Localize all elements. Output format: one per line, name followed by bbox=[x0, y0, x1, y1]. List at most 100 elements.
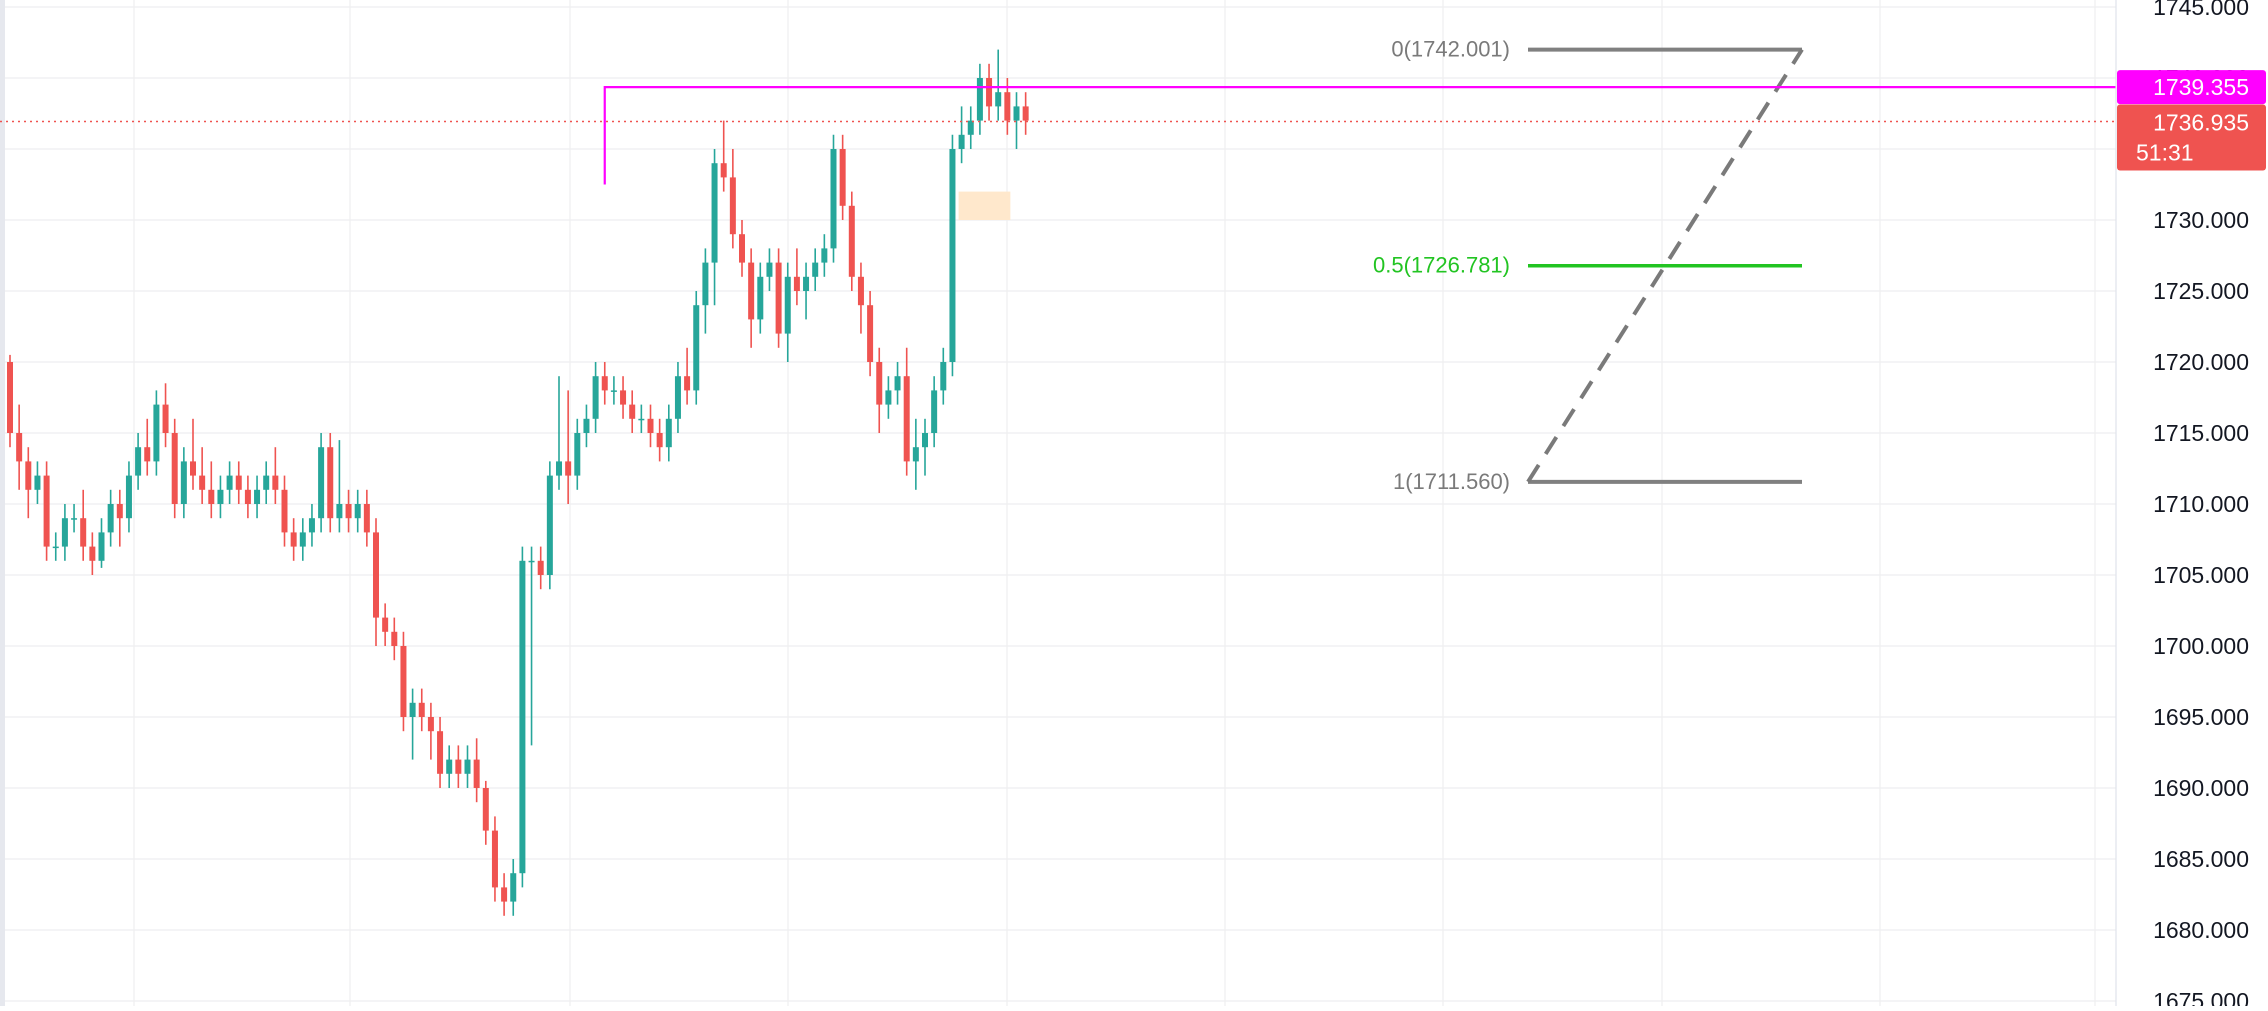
candle[interactable] bbox=[455, 745, 462, 788]
candle[interactable] bbox=[583, 404, 590, 448]
candle[interactable] bbox=[766, 248, 773, 291]
candle[interactable] bbox=[775, 248, 782, 348]
candle[interactable] bbox=[107, 489, 114, 547]
candle[interactable] bbox=[501, 873, 508, 916]
candle[interactable] bbox=[354, 489, 361, 533]
candle[interactable] bbox=[116, 489, 123, 547]
candles[interactable] bbox=[7, 49, 1029, 916]
candle[interactable] bbox=[281, 475, 288, 547]
candle[interactable] bbox=[437, 717, 444, 788]
candle[interactable] bbox=[720, 120, 727, 192]
candle[interactable] bbox=[208, 461, 215, 519]
candle[interactable] bbox=[839, 134, 846, 220]
candle[interactable] bbox=[848, 191, 855, 291]
candle[interactable] bbox=[601, 362, 608, 405]
candle[interactable] bbox=[922, 418, 928, 476]
candle[interactable] bbox=[565, 390, 572, 504]
candle[interactable] bbox=[803, 262, 810, 320]
candle[interactable] bbox=[272, 447, 279, 504]
candle[interactable] bbox=[537, 546, 544, 590]
candle[interactable] bbox=[446, 745, 453, 788]
candle[interactable] bbox=[336, 440, 343, 533]
candle[interactable] bbox=[1013, 92, 1020, 149]
candle[interactable] bbox=[199, 447, 206, 504]
candle[interactable] bbox=[400, 631, 407, 732]
candle[interactable] bbox=[34, 461, 41, 504]
price-axis[interactable]: 1675.000 1680.000 1685.000 1690.000 1695.000… bbox=[2115, 0, 2268, 1011]
candle[interactable] bbox=[867, 291, 874, 377]
candle[interactable] bbox=[665, 404, 672, 462]
fib-trend-line[interactable] bbox=[1526, 48, 1804, 483]
candle[interactable] bbox=[43, 461, 50, 561]
candle[interactable] bbox=[217, 475, 224, 519]
candle[interactable] bbox=[629, 390, 636, 433]
candle[interactable] bbox=[427, 702, 434, 760]
candle[interactable] bbox=[16, 404, 23, 490]
candle[interactable] bbox=[729, 149, 736, 249]
candle[interactable] bbox=[71, 504, 78, 533]
candle[interactable] bbox=[345, 489, 352, 533]
candle[interactable] bbox=[592, 362, 599, 433]
candle[interactable] bbox=[25, 447, 32, 519]
candle[interactable] bbox=[135, 433, 142, 490]
candle[interactable] bbox=[510, 859, 517, 916]
candle[interactable] bbox=[757, 262, 764, 334]
candle[interactable] bbox=[986, 63, 993, 121]
candle[interactable] bbox=[327, 433, 334, 533]
fibonacci-retracement[interactable]: 0(1742.001) 0.5(1726.781) 1(1711.560) bbox=[1373, 37, 1804, 494]
current-price-label[interactable]: 1736.935 51:31 bbox=[2117, 104, 2266, 171]
candle[interactable] bbox=[52, 532, 59, 561]
candle[interactable] bbox=[556, 376, 562, 490]
candle[interactable] bbox=[144, 418, 151, 476]
candle[interactable] bbox=[940, 347, 947, 405]
candle[interactable] bbox=[702, 248, 709, 334]
candle[interactable] bbox=[308, 504, 315, 547]
candle[interactable] bbox=[153, 390, 160, 476]
candle[interactable] bbox=[903, 347, 910, 476]
candle[interactable] bbox=[739, 220, 745, 277]
candle[interactable] bbox=[647, 404, 654, 448]
candle[interactable] bbox=[784, 262, 791, 362]
candle[interactable] bbox=[125, 461, 132, 533]
candle[interactable] bbox=[894, 362, 901, 405]
alert-price-label[interactable]: 1739.355 bbox=[2117, 70, 2266, 105]
candle[interactable] bbox=[967, 106, 974, 149]
candle[interactable] bbox=[821, 234, 828, 277]
candle[interactable] bbox=[958, 106, 965, 164]
alert-line[interactable] bbox=[603, 86, 2116, 185]
candle[interactable] bbox=[674, 362, 681, 433]
candle[interactable] bbox=[61, 504, 68, 561]
candle[interactable] bbox=[748, 248, 755, 348]
price-lines[interactable] bbox=[0, 86, 2116, 185]
candle[interactable] bbox=[171, 418, 178, 519]
candle[interactable] bbox=[89, 532, 96, 575]
candle[interactable] bbox=[418, 688, 425, 732]
candle[interactable] bbox=[254, 475, 261, 519]
candle[interactable] bbox=[482, 780, 489, 845]
candle[interactable] bbox=[931, 376, 938, 448]
candle[interactable] bbox=[693, 291, 700, 405]
candle[interactable] bbox=[830, 134, 837, 263]
candle[interactable] bbox=[363, 489, 370, 547]
candle[interactable] bbox=[98, 518, 105, 568]
candle[interactable] bbox=[1022, 92, 1029, 135]
candle[interactable] bbox=[949, 134, 956, 377]
candle[interactable] bbox=[528, 546, 535, 746]
candle[interactable] bbox=[299, 518, 306, 561]
candle[interactable] bbox=[190, 418, 196, 490]
candle[interactable] bbox=[391, 617, 398, 661]
candle[interactable] bbox=[638, 404, 645, 433]
candle[interactable] bbox=[318, 433, 325, 533]
candle[interactable] bbox=[80, 489, 87, 561]
candle[interactable] bbox=[684, 347, 691, 405]
candle[interactable] bbox=[491, 816, 498, 902]
candle[interactable] bbox=[793, 248, 800, 306]
candle[interactable] bbox=[382, 603, 389, 646]
candle[interactable] bbox=[473, 738, 480, 803]
candle[interactable] bbox=[373, 518, 379, 646]
candle[interactable] bbox=[409, 688, 416, 760]
candle[interactable] bbox=[620, 376, 627, 419]
candle[interactable] bbox=[162, 383, 169, 448]
